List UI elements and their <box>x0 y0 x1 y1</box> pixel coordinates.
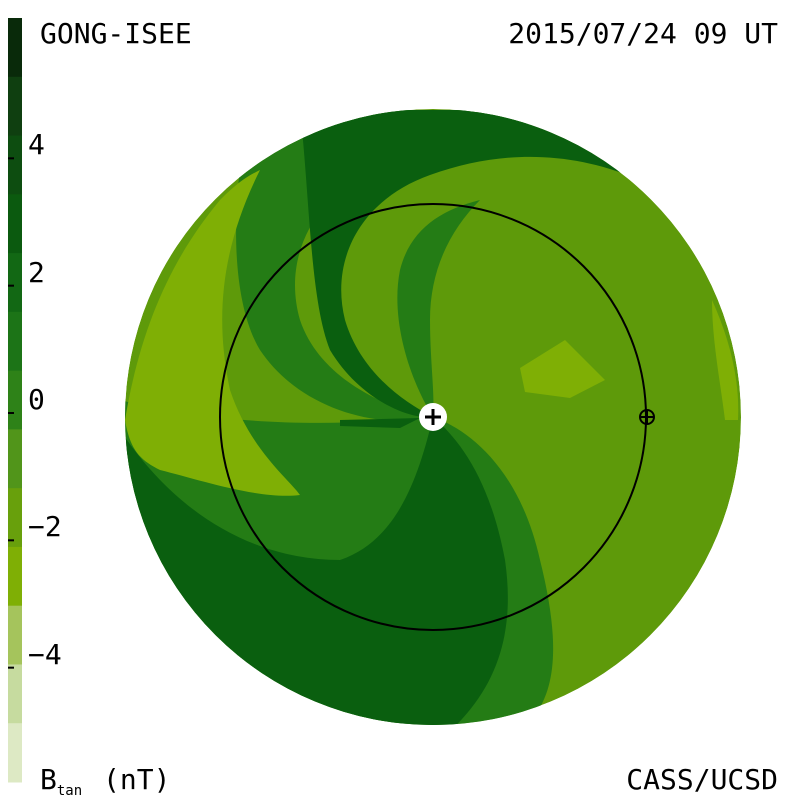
disk-region-streak <box>340 418 420 428</box>
colorbar <box>8 18 22 783</box>
colorbar-swatch <box>8 429 22 489</box>
disk-region-light-edge <box>712 300 739 420</box>
colorbar-swatch <box>8 488 22 548</box>
colorbar-swatch <box>8 76 22 137</box>
colorbar-swatch <box>8 370 22 430</box>
colorbar-swatch <box>8 18 22 78</box>
colorbar-tick-label: −2 <box>28 510 62 544</box>
sun-marker-icon <box>419 403 447 431</box>
credit-label: CASS/UCSD <box>626 763 778 796</box>
colorbar-swatch <box>8 723 22 783</box>
disk-region-light-left <box>125 170 300 496</box>
colorbar-unit-label: Btan (nT) <box>40 763 171 799</box>
colorbar-swatch <box>8 664 22 724</box>
colorbar-swatch <box>8 135 22 195</box>
timestamp-label: 2015/07/24 09 UT <box>508 17 778 50</box>
unit-main: B <box>40 763 57 796</box>
colorbar-swatch <box>8 194 22 254</box>
colorbar-swatch <box>8 605 22 665</box>
unit-subscript: tan <box>56 783 83 799</box>
source-label: GONG-ISEE <box>40 17 192 50</box>
colorbar-tick-label: 2 <box>28 255 45 289</box>
colorbar-tick-label: −4 <box>28 637 62 671</box>
disk-region-inner-arm <box>397 200 480 417</box>
colorbar-tick-label: 0 <box>28 383 45 416</box>
unit-suffix: (nT) <box>103 763 171 796</box>
disk-region-darkest-upper <box>300 110 640 418</box>
colorbar-swatch <box>8 546 22 607</box>
colorbar-swatch <box>8 311 22 372</box>
colorbar-swatch <box>8 253 22 313</box>
earth-marker-icon <box>639 409 655 425</box>
disk-region-light-patch <box>520 340 605 398</box>
colorbar-tick-label: 4 <box>28 128 45 162</box>
